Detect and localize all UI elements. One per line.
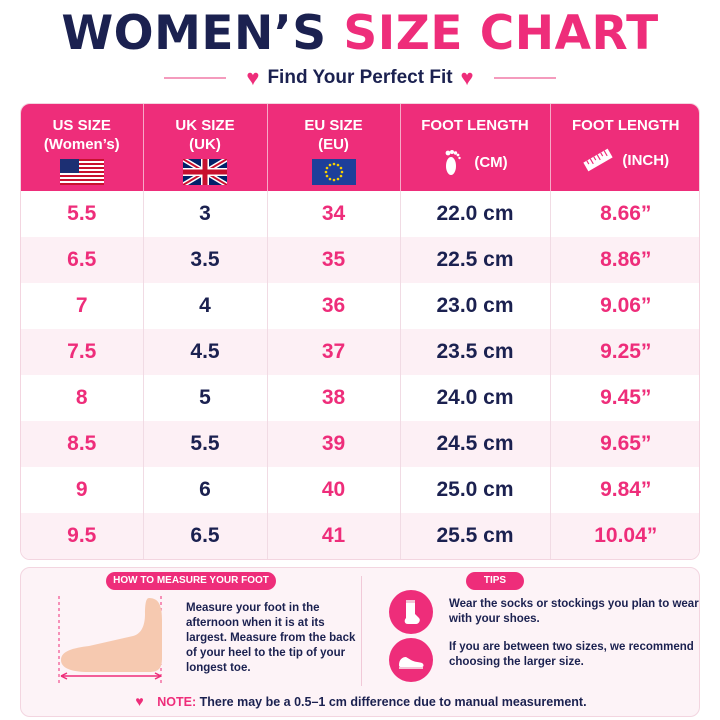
cell-uk-size: 3.5 [143,237,268,283]
cell-eu-size: 34 [267,191,401,237]
cell-us-size: 5.5 [21,191,144,237]
tip-2: If you are between two sizes, we recomme… [449,641,694,668]
header-foot-length-cm: FOOT LENGTH (CM) [400,104,551,191]
subtitle: Find Your Perfect Fit [267,67,453,88]
cell-us-size: 8 [21,375,144,421]
header-sublabel: (EU) [318,136,349,153]
cell-eu-size: 39 [267,421,401,467]
header-eu-size: EU SIZE (EU) [267,104,401,191]
cell-foot-length-cm: 25.0 cm [400,467,551,513]
uk-flag-icon [183,159,227,185]
table-row: 6.5 3.5 35 22.5 cm 8.86” [21,237,699,283]
ruler-icon [583,148,614,172]
table-header: US SIZE (Women’s) UK SIZE (UK) [21,104,699,191]
cell-eu-size: 40 [267,467,401,513]
note-text: There may be a 0.5–1 cm difference due t… [199,695,587,709]
footprint-icon [445,150,462,175]
divider-right [493,77,556,79]
cell-eu-size: 37 [267,329,401,375]
cell-eu-size: 35 [267,237,401,283]
table-body: 5.5 3 34 22.0 cm 8.66” 6.5 3.5 35 22.5 cm 8.86” 7 4… [21,191,699,559]
header-uk-size: UK SIZE (UK) [143,104,268,191]
header-sublabel: (UK) [189,136,221,153]
cell-foot-length-inch: 9.06” [600,294,652,317]
cell-foot-length-cm: 25.5 cm [400,513,551,559]
shoe-icon [389,638,433,682]
panel-divider [361,576,362,686]
cell-foot-length-inch: 9.45” [600,386,652,409]
cell-uk-size: 4.5 [143,329,268,375]
table-row: 8 5 38 24.0 cm 9.45” [21,375,699,421]
cell-foot-length-cm: 23.5 cm [400,329,551,375]
cell-foot-length-inch: 9.25” [550,329,699,375]
cell-eu-size: 41 [267,513,401,559]
heart-icon: ♥ [135,693,144,709]
subtitle-row: ♥ Find Your Perfect Fit ♥ [0,62,720,94]
cell-foot-length-inch: 8.86” [550,237,699,283]
header-label: EU SIZE [304,117,363,134]
cell-uk-size: 3 [143,191,268,237]
table-row: 9 6 40 25.0 cm 9.84” [21,467,699,513]
header-sublabel: (Women’s) [43,136,120,153]
cell-eu-size: 36 [267,283,401,329]
table-row: 7.5 4.5 37 23.5 cm 9.25” [21,329,699,375]
tip-1: Wear the socks or stockings you plan to … [449,598,699,625]
size-table: US SIZE (Women’s) UK SIZE (UK) [20,103,700,560]
title-part2: SIZE CHART [343,6,659,61]
cell-us-size: 7.5 [21,329,144,375]
heart-icon: ♥ [246,65,260,90]
cell-foot-length-cm: 23.0 cm [400,283,551,329]
cell-us-size: 6.5 [21,237,144,283]
measure-instructions: Measure your foot in the afternoon when … [186,602,356,674]
cell-us-size: 7 [21,283,144,329]
cell-us-size: 9.5 [21,513,144,559]
cell-foot-length-cm: 24.0 cm [400,375,551,421]
cell-uk-size: 5 [143,375,268,421]
heart-icon: ♥ [460,65,474,90]
cell-foot-length-inch: 9.65” [550,421,699,467]
cell-uk-size: 5.5 [143,421,268,467]
cell-foot-length-inch: 8.66” [600,202,652,225]
cell-us-size: 9 [21,467,144,513]
eu-flag-icon [311,159,356,185]
divider-left [164,77,227,79]
info-panel: HOW TO MEASURE YOUR FOOT Measure your fo… [20,567,700,717]
cell-foot-length-cm: 22.0 cm [400,191,551,237]
table-row: 8.5 5.5 39 24.5 cm 9.65” [21,421,699,467]
cell-foot-length-inch: 10.04” [550,513,699,559]
cell-uk-size: 4 [143,283,268,329]
cell-foot-length-cm: 24.5 cm [400,421,551,467]
header-foot-length-inch: FOOT LENGTH (INCH) [550,104,699,191]
table-row: 7 4 36 23.0 cm 9.06” [21,283,699,329]
us-flag-icon [59,159,104,185]
header-label: FOOT LENGTH [572,117,680,134]
cell-us-size: 8.5 [21,421,144,467]
foot-measure-illustration [58,596,162,684]
sock-icon [389,590,433,634]
header-sublabel: (CM) [474,153,508,171]
title-part1: WOMEN’S [61,6,327,61]
note-label: NOTE: [157,695,197,709]
table-row: 9.5 6.5 41 25.5 cm 10.04” [21,513,699,559]
cell-eu-size: 38 [267,375,401,421]
page-title: WOMEN’S SIZE CHART [0,4,720,64]
header-label: FOOT LENGTH [421,117,529,134]
measure-heading: HOW TO MEASURE YOUR FOOT [106,572,276,590]
header-sublabel: (INCH) [622,151,670,169]
cell-foot-length-inch: 9.84” [600,478,652,501]
header-label: US SIZE [52,117,111,134]
tips-heading: TIPS [466,572,524,590]
cell-uk-size: 6.5 [143,513,268,559]
table-row: 5.5 3 34 22.0 cm 8.66” [21,191,699,237]
cell-foot-length-cm: 22.5 cm [400,237,551,283]
header-label: UK SIZE [175,117,235,134]
cell-uk-size: 6 [143,467,268,513]
header-us-size: US SIZE (Women’s) [21,104,144,191]
note: ♥ NOTE: There may be a 0.5–1 cm differen… [21,693,701,709]
